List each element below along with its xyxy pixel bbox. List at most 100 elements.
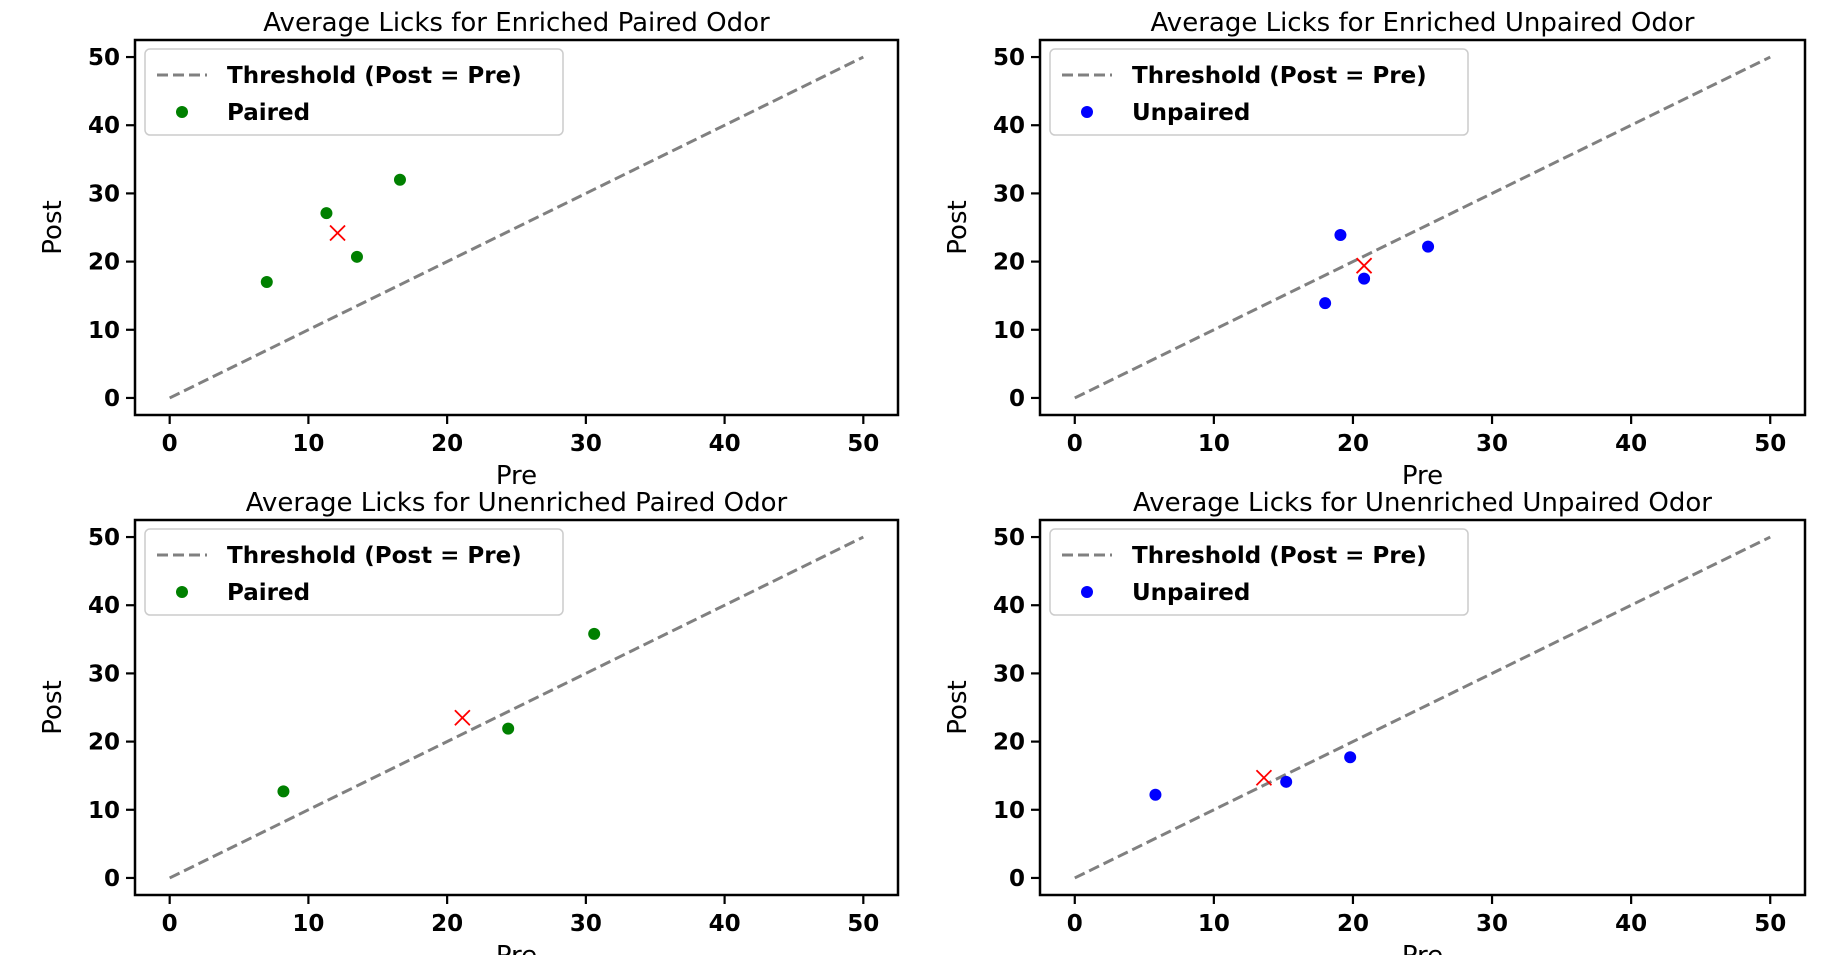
y-tick-label: 40: [88, 593, 120, 619]
y-tick-label: 40: [993, 113, 1025, 139]
y-tick-label: 10: [993, 318, 1025, 344]
y-tick-label: 20: [88, 250, 120, 276]
data-point: [1344, 751, 1357, 764]
x-tick-label: 30: [1476, 431, 1508, 457]
legend-box: [144, 528, 564, 616]
data-point: [588, 627, 601, 640]
y-tick-label: 20: [993, 730, 1025, 756]
y-tick-label: 20: [88, 730, 120, 756]
x-tick-label: 50: [847, 911, 879, 937]
x-tick-label: 50: [1754, 431, 1786, 457]
legend: Threshold (Post = Pre) Unpaired: [1049, 528, 1469, 616]
x-tick-label: 0: [1067, 911, 1083, 937]
legend-series-marker: [176, 106, 188, 118]
legend-threshold-label: Threshold (Post = Pre): [1132, 63, 1427, 89]
legend-threshold-label: Threshold (Post = Pre): [1132, 543, 1427, 569]
data-point: [1334, 229, 1347, 241]
x-tick-label: 0: [162, 911, 178, 937]
y-tick-label: 40: [88, 113, 120, 139]
panel-title: Average Licks for Unenriched Unpaired Od…: [1133, 488, 1712, 518]
y-tick-label: 50: [993, 525, 1025, 551]
legend-series-marker: [176, 586, 188, 598]
mean-marker: [454, 709, 471, 726]
x-tick-label: 10: [1198, 911, 1230, 937]
legend-series-label: Unpaired: [1132, 100, 1250, 126]
plot-panel-1: Average Licks for Enriched Paired Odor Pr…: [38, 8, 900, 491]
y-tick-label: 50: [993, 45, 1025, 71]
legend-threshold-label: Threshold (Post = Pre): [227, 63, 522, 89]
y-tick-label: 30: [993, 661, 1025, 687]
data-point: [350, 250, 363, 263]
data-point: [320, 207, 333, 220]
x-axis-label: Pre: [1402, 461, 1443, 491]
x-tick-label: 40: [1615, 911, 1647, 937]
x-tick-label: 20: [1337, 431, 1369, 457]
y-axis-label: Post: [38, 200, 68, 254]
legend-series-label: Paired: [227, 580, 310, 606]
x-tick-label: 30: [570, 911, 602, 937]
data-point: [1149, 788, 1162, 801]
panel-title: Average Licks for Enriched Paired Odor: [263, 8, 770, 38]
legend-box: [1049, 528, 1469, 616]
data-point: [1422, 240, 1435, 253]
mean-marker: [329, 224, 346, 242]
data-point: [1358, 272, 1371, 285]
plot-panel-2: Average Licks for Enriched Unpaired Odor…: [943, 8, 1807, 491]
axes-frame: [133, 518, 900, 897]
x-tick-label: 0: [162, 431, 178, 457]
threshold-line: [169, 535, 864, 880]
x-axis-label: Pre: [496, 941, 537, 955]
axes-frame: [1038, 518, 1807, 897]
panel-title: Average Licks for Unenriched Paired Odor: [246, 488, 788, 518]
x-tick-label: 30: [570, 431, 602, 457]
plot-panel-4: Average Licks for Unenriched Unpaired Od…: [943, 488, 1807, 955]
legend-series-label: Paired: [227, 100, 310, 126]
y-tick-label: 30: [88, 661, 120, 687]
axes-frame: [133, 38, 900, 417]
legend-series-label: Unpaired: [1132, 580, 1250, 606]
legend-box: [144, 48, 564, 136]
x-tick-label: 50: [847, 431, 879, 457]
data-point: [1280, 775, 1293, 788]
y-tick-label: 40: [993, 593, 1025, 619]
mean-marker-stroke: [454, 709, 471, 726]
x-tick-label: 40: [709, 431, 741, 457]
legend-series-marker: [1081, 586, 1093, 598]
y-axis-label: Post: [943, 200, 973, 254]
x-tick-label: 10: [292, 431, 324, 457]
y-tick-label: 0: [1009, 386, 1025, 412]
data-point: [260, 276, 273, 289]
x-tick-label: 10: [292, 911, 324, 937]
y-tick-label: 50: [88, 525, 120, 551]
legend-series-marker: [1081, 106, 1093, 118]
threshold-line: [1074, 535, 1771, 880]
y-axis-label: Post: [38, 680, 68, 734]
mean-marker: [1355, 257, 1373, 274]
y-tick-label: 10: [993, 798, 1025, 824]
legend-threshold-label: Threshold (Post = Pre): [227, 543, 522, 569]
y-tick-label: 50: [88, 45, 120, 71]
y-axis-label: Post: [943, 680, 973, 734]
legend: Threshold (Post = Pre) Unpaired: [1049, 48, 1469, 136]
mean-marker-stroke: [1355, 257, 1373, 274]
y-tick-label: 0: [104, 386, 120, 412]
x-tick-label: 20: [1337, 911, 1369, 937]
y-tick-label: 20: [993, 250, 1025, 276]
x-tick-label: 30: [1476, 911, 1508, 937]
x-tick-label: 50: [1754, 911, 1786, 937]
y-tick-label: 10: [88, 318, 120, 344]
x-tick-label: 40: [1615, 431, 1647, 457]
data-point: [277, 785, 290, 798]
y-tick-label: 30: [88, 181, 120, 207]
y-tick-label: 10: [88, 798, 120, 824]
x-tick-label: 0: [1067, 431, 1083, 457]
threshold-line: [169, 55, 864, 400]
x-axis-label: Pre: [496, 461, 537, 491]
axes-frame: [1038, 38, 1807, 417]
mean-marker-stroke: [1255, 769, 1273, 786]
y-tick-label: 30: [993, 181, 1025, 207]
x-tick-label: 40: [709, 911, 741, 937]
data-point: [393, 173, 406, 186]
y-tick-label: 0: [104, 866, 120, 892]
